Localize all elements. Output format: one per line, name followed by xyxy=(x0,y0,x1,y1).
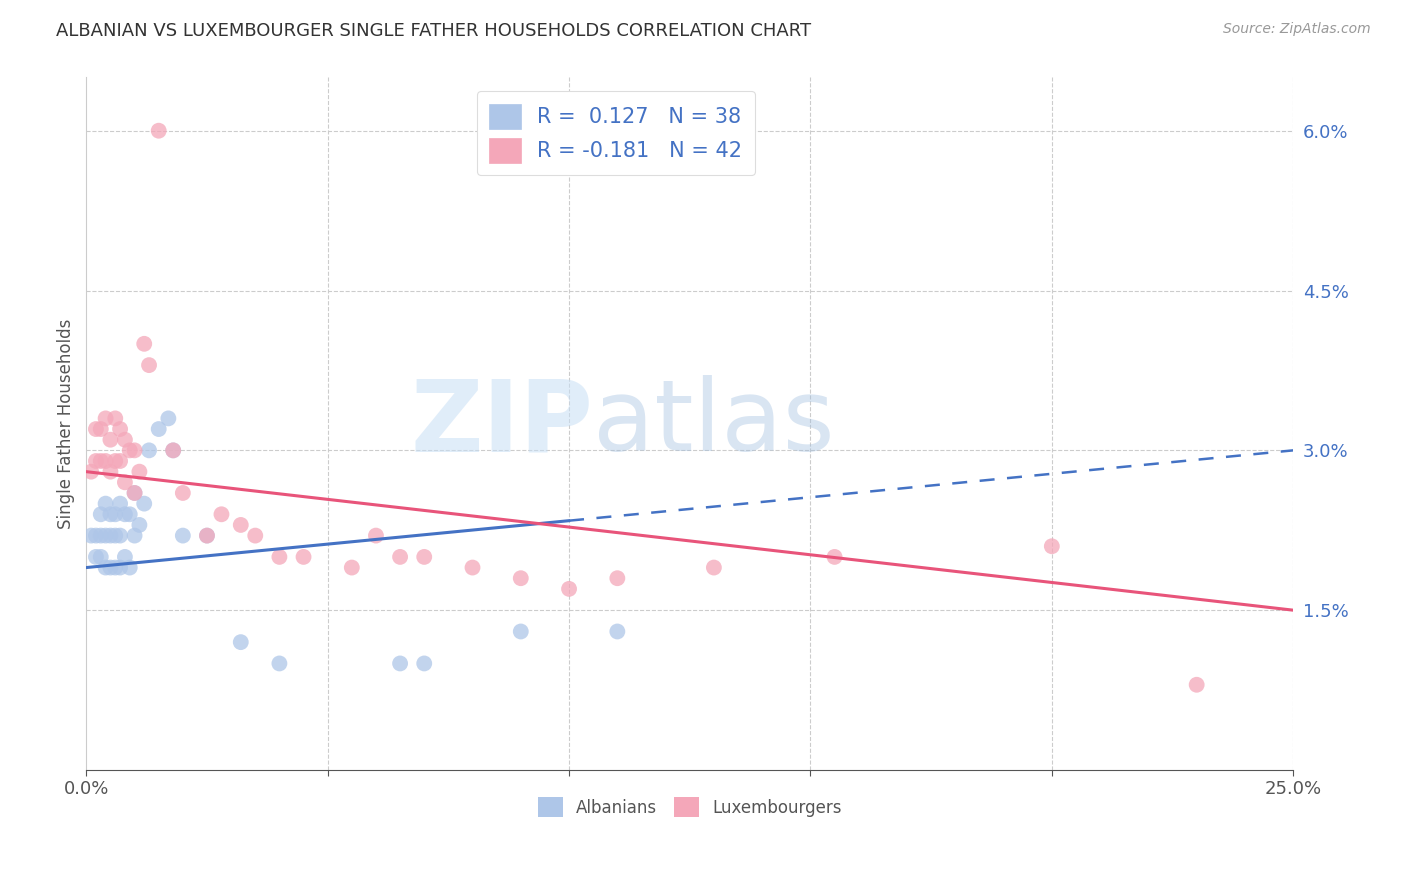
Point xyxy=(1185,678,1208,692)
Point xyxy=(157,411,180,425)
Point xyxy=(229,635,252,649)
Point xyxy=(94,411,117,425)
Point xyxy=(461,560,484,574)
Point xyxy=(389,657,412,671)
Point xyxy=(269,657,291,671)
Legend: Albanians, Luxembourgers: Albanians, Luxembourgers xyxy=(531,790,848,824)
Y-axis label: Single Father Households: Single Father Households xyxy=(58,318,75,529)
Point xyxy=(104,454,127,468)
Text: Source: ZipAtlas.com: Source: ZipAtlas.com xyxy=(1223,22,1371,37)
Point xyxy=(118,443,141,458)
Point xyxy=(104,508,127,522)
Point xyxy=(703,560,725,574)
Point xyxy=(558,582,581,596)
Point xyxy=(108,528,131,542)
Point xyxy=(195,528,218,542)
Point xyxy=(128,517,150,532)
Point xyxy=(108,497,131,511)
Point xyxy=(389,549,412,564)
Point xyxy=(114,475,136,490)
Point xyxy=(124,486,146,500)
Point xyxy=(118,508,141,522)
Point xyxy=(413,549,436,564)
Point xyxy=(108,422,131,436)
Point xyxy=(90,508,112,522)
Point xyxy=(108,560,131,574)
Point xyxy=(84,549,107,564)
Point xyxy=(94,454,117,468)
Point xyxy=(148,422,170,436)
Text: ZIP: ZIP xyxy=(411,376,593,472)
Point xyxy=(128,465,150,479)
Point xyxy=(509,624,531,639)
Point xyxy=(104,411,127,425)
Point xyxy=(1040,539,1063,553)
Point xyxy=(100,433,122,447)
Point xyxy=(138,443,160,458)
Point xyxy=(100,465,122,479)
Point xyxy=(413,657,436,671)
Point xyxy=(90,454,112,468)
Point xyxy=(84,528,107,542)
Point xyxy=(80,528,103,542)
Point xyxy=(162,443,184,458)
Point xyxy=(172,486,194,500)
Point xyxy=(114,508,136,522)
Point xyxy=(162,443,184,458)
Point xyxy=(211,508,233,522)
Point xyxy=(94,528,117,542)
Point xyxy=(292,549,315,564)
Text: ALBANIAN VS LUXEMBOURGER SINGLE FATHER HOUSEHOLDS CORRELATION CHART: ALBANIAN VS LUXEMBOURGER SINGLE FATHER H… xyxy=(56,22,811,40)
Point xyxy=(94,497,117,511)
Point xyxy=(80,465,103,479)
Point xyxy=(134,497,156,511)
Point xyxy=(100,508,122,522)
Point xyxy=(84,454,107,468)
Point xyxy=(172,528,194,542)
Point xyxy=(606,624,628,639)
Point xyxy=(606,571,628,585)
Point xyxy=(509,571,531,585)
Point xyxy=(94,560,117,574)
Point xyxy=(118,560,141,574)
Point xyxy=(104,560,127,574)
Point xyxy=(269,549,291,564)
Point xyxy=(114,549,136,564)
Point xyxy=(114,433,136,447)
Point xyxy=(84,422,107,436)
Point xyxy=(104,528,127,542)
Point xyxy=(90,422,112,436)
Point xyxy=(90,549,112,564)
Text: atlas: atlas xyxy=(593,376,835,472)
Point xyxy=(824,549,846,564)
Point xyxy=(100,560,122,574)
Point xyxy=(124,486,146,500)
Point xyxy=(100,528,122,542)
Point xyxy=(340,560,363,574)
Point xyxy=(364,528,387,542)
Point xyxy=(195,528,218,542)
Point xyxy=(148,124,170,138)
Point xyxy=(229,517,252,532)
Point xyxy=(108,454,131,468)
Point xyxy=(138,358,160,372)
Point xyxy=(124,443,146,458)
Point xyxy=(124,528,146,542)
Point xyxy=(90,528,112,542)
Point xyxy=(134,336,156,351)
Point xyxy=(245,528,267,542)
